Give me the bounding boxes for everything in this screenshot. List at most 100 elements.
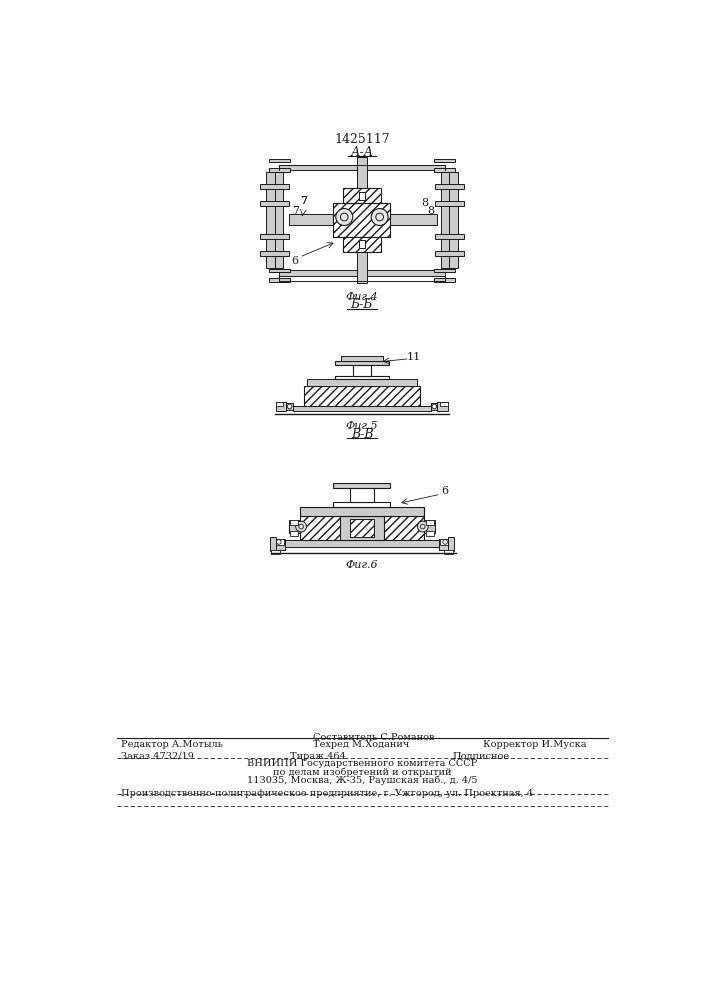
Text: Корректор И.Муска: Корректор И.Муска — [483, 740, 586, 749]
Bar — [304, 386, 420, 406]
Bar — [259, 234, 288, 239]
Text: 11: 11 — [407, 352, 421, 362]
Bar — [449, 172, 458, 268]
Bar — [440, 402, 448, 406]
Text: по делам изобретений и открытий: по делам изобретений и открытий — [273, 767, 451, 777]
Bar — [269, 278, 291, 282]
Bar — [433, 168, 455, 172]
Bar — [431, 403, 438, 410]
Bar — [269, 158, 291, 162]
Circle shape — [443, 540, 448, 544]
Bar — [334, 502, 390, 507]
Text: Редактор А.Мотыль: Редактор А.Мотыль — [121, 740, 223, 749]
Text: Фиг.6: Фиг.6 — [346, 560, 378, 570]
Bar — [300, 507, 424, 516]
Bar — [435, 234, 464, 239]
Circle shape — [417, 521, 428, 532]
Bar — [359, 240, 365, 248]
Circle shape — [336, 209, 353, 225]
Circle shape — [371, 209, 388, 225]
Bar — [293, 406, 431, 411]
Bar — [433, 269, 455, 272]
Bar — [279, 270, 445, 276]
Bar — [259, 201, 288, 206]
Bar — [266, 172, 275, 268]
Bar — [288, 520, 300, 533]
Bar — [438, 402, 448, 411]
Bar — [343, 237, 381, 252]
Text: 7: 7 — [300, 196, 307, 206]
Bar — [276, 402, 284, 406]
Bar — [273, 539, 285, 550]
Text: ВНИИПИ Государственного комитета СССР: ВНИИПИ Государственного комитета СССР — [247, 759, 477, 768]
Text: Б-Б: Б-Б — [351, 298, 373, 311]
Text: Производственно-полиграфическое предприятие, г. Ужгород, ул. Проектная, 4: Производственно-полиграфическое предприя… — [121, 789, 533, 798]
Bar — [269, 537, 276, 551]
Bar — [259, 251, 288, 256]
Bar — [443, 550, 452, 554]
Bar — [439, 539, 451, 550]
Bar — [308, 379, 416, 386]
Circle shape — [276, 540, 281, 544]
Bar — [275, 172, 283, 268]
Bar — [269, 168, 291, 172]
Text: Фиг.5: Фиг.5 — [346, 421, 378, 431]
Text: 1425117: 1425117 — [334, 133, 390, 146]
Text: 7: 7 — [292, 206, 299, 216]
Text: Заказ 4732/19: Заказ 4732/19 — [121, 752, 194, 761]
Text: 8: 8 — [421, 198, 428, 208]
Bar — [300, 516, 343, 540]
Bar — [426, 531, 433, 536]
Bar — [357, 157, 366, 283]
Bar — [340, 516, 383, 540]
Bar — [335, 361, 389, 365]
Bar — [353, 365, 371, 376]
Bar — [343, 188, 381, 203]
Text: В-В: В-В — [351, 428, 373, 441]
Bar — [390, 214, 437, 225]
Text: Техред М.Ходанич: Техред М.Ходанич — [313, 740, 409, 749]
Bar — [271, 550, 281, 554]
Circle shape — [296, 521, 307, 532]
Bar — [291, 520, 298, 525]
Bar — [435, 184, 464, 189]
Bar — [441, 172, 449, 268]
Bar — [288, 214, 335, 225]
Text: Подписное: Подписное — [452, 752, 509, 761]
Bar — [440, 539, 449, 545]
Bar — [426, 520, 433, 525]
Text: 113035, Москва, Ж-35, Раушская наб., д. 4/5: 113035, Москва, Ж-35, Раушская наб., д. … — [247, 776, 477, 785]
Bar — [351, 488, 373, 502]
Bar — [335, 376, 389, 379]
Bar — [275, 539, 284, 545]
Bar — [433, 158, 455, 162]
Bar — [286, 403, 293, 410]
Bar — [279, 165, 445, 170]
Bar — [359, 192, 365, 200]
Bar — [285, 540, 439, 547]
Text: Фиг.4: Фиг.4 — [346, 292, 378, 302]
Bar — [334, 203, 390, 237]
Text: 6: 6 — [440, 486, 448, 496]
Text: Тираж 464: Тираж 464 — [291, 752, 346, 761]
Circle shape — [432, 404, 437, 409]
Bar — [350, 519, 374, 537]
Bar — [433, 278, 455, 282]
Bar — [341, 356, 382, 361]
Circle shape — [287, 404, 292, 409]
Bar — [269, 269, 291, 272]
Bar — [424, 520, 435, 533]
Bar — [448, 537, 455, 551]
Bar — [435, 201, 464, 206]
Bar — [291, 531, 298, 536]
Bar — [276, 402, 286, 411]
Bar — [381, 516, 424, 540]
Text: 8: 8 — [428, 206, 435, 216]
Bar — [259, 184, 288, 189]
Bar — [435, 251, 464, 256]
Bar — [334, 483, 390, 488]
Text: 7: 7 — [300, 196, 307, 206]
Text: А-А: А-А — [351, 146, 373, 159]
Text: 6: 6 — [291, 256, 298, 266]
Text: Составитель С.Романов: Составитель С.Романов — [313, 733, 435, 742]
